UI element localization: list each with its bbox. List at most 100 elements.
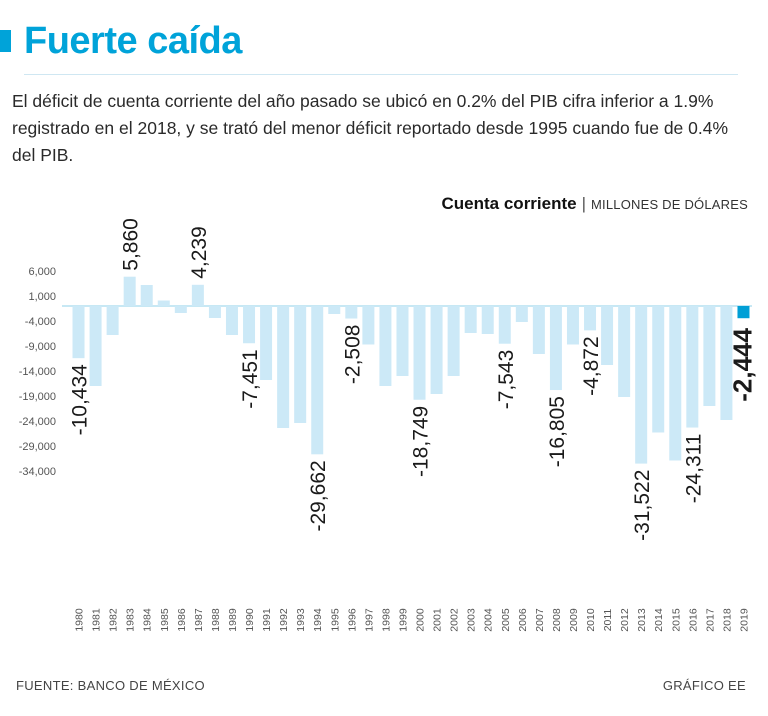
page-subtitle: El déficit de cuenta corriente del año p… xyxy=(12,91,729,165)
x-tick-label: 1984 xyxy=(142,608,154,632)
x-tick-label: 1981 xyxy=(91,608,103,632)
x-tick-label: 1996 xyxy=(346,608,358,632)
x-tick-label: 2012 xyxy=(619,608,631,632)
x-tick-label: 2014 xyxy=(653,608,665,632)
x-tick-label: 1997 xyxy=(363,608,375,632)
data-label-1996: -2,508 xyxy=(341,325,364,385)
x-tick-label: 2002 xyxy=(449,608,461,632)
bar-1995 xyxy=(328,306,341,314)
data-label-1990: -7,451 xyxy=(239,349,262,409)
bar-1994 xyxy=(311,306,324,455)
x-tick-label: 2001 xyxy=(432,608,444,632)
bar-1997 xyxy=(362,306,375,345)
bar-2001 xyxy=(430,306,443,394)
data-label-1980: -10,434 xyxy=(69,364,92,436)
bar-2012 xyxy=(618,306,631,397)
bar-2003 xyxy=(464,306,477,333)
x-tick-label: 2010 xyxy=(585,608,597,632)
x-tick-label: 2018 xyxy=(721,608,733,632)
bar-1989 xyxy=(225,306,238,335)
x-tick-label: 2000 xyxy=(415,608,427,632)
bar-2018 xyxy=(720,306,733,420)
y-tick-label: 1,000 xyxy=(28,291,56,303)
x-tick-label: 2003 xyxy=(466,608,478,632)
data-label-2005: -7,543 xyxy=(495,350,518,410)
bar-1990 xyxy=(243,306,256,344)
x-tick-label: 2016 xyxy=(687,608,699,632)
x-tick-label: 2005 xyxy=(500,608,512,632)
x-tick-label: 1999 xyxy=(397,608,409,632)
data-label-2013: -31,522 xyxy=(631,470,654,541)
page-title: Fuerte caída xyxy=(24,20,242,62)
x-tick-label: 1982 xyxy=(108,608,120,632)
bar-1992 xyxy=(277,306,290,428)
data-label-2016: -24,311 xyxy=(682,434,705,504)
x-tick-label: 1998 xyxy=(380,608,392,632)
x-tick-label: 2013 xyxy=(636,608,648,632)
bar-2010 xyxy=(584,306,597,331)
y-tick-label: -24,000 xyxy=(19,416,56,428)
x-tick-label: 2008 xyxy=(551,608,563,632)
bar-1987 xyxy=(191,284,204,306)
data-label-1994: -29,662 xyxy=(307,460,330,531)
bar-1980 xyxy=(72,306,85,359)
bar-2005 xyxy=(498,306,511,344)
y-tick-label: -34,000 xyxy=(19,466,56,478)
x-tick-label: 1990 xyxy=(244,608,256,632)
bar-2015 xyxy=(669,306,682,461)
chart-title: Cuenta corriente | MILLONES DE DÓLARES xyxy=(442,194,748,214)
x-tick-label: 2011 xyxy=(602,609,614,632)
bar-2011 xyxy=(601,306,614,365)
bar-1985 xyxy=(157,300,170,306)
source-note: FUENTE: BANCO DE MÉXICO xyxy=(16,678,205,693)
x-tick-label: 1980 xyxy=(74,608,86,632)
y-tick-label: -29,000 xyxy=(19,441,56,453)
x-tick-label: 1991 xyxy=(261,608,273,632)
data-label-2019: -2,444 xyxy=(727,327,757,401)
bar-2004 xyxy=(481,306,494,334)
bar-2006 xyxy=(515,306,528,322)
bar-1998 xyxy=(379,306,392,386)
x-tick-label: 2019 xyxy=(738,608,750,632)
bar-2009 xyxy=(566,306,579,345)
bar-2013 xyxy=(635,306,648,464)
x-tick-label: 2017 xyxy=(704,608,716,632)
bar-1982 xyxy=(106,306,119,335)
data-label-2008: -16,805 xyxy=(546,396,569,467)
y-tick-label: -9,000 xyxy=(25,341,56,353)
x-tick-label: 1995 xyxy=(329,608,341,632)
x-tick-label: 2004 xyxy=(483,608,495,632)
bar-2008 xyxy=(549,306,562,391)
x-tick-label: 1986 xyxy=(176,608,188,632)
x-tick-label: 1988 xyxy=(210,608,222,632)
data-label-1987: 4,239 xyxy=(188,226,211,279)
x-tick-label: 2009 xyxy=(568,608,580,632)
bar-2000 xyxy=(413,306,426,400)
bar-1996 xyxy=(345,306,358,319)
x-tick-label: 1993 xyxy=(295,608,307,632)
bar-1981 xyxy=(89,306,102,386)
y-tick-label: -19,000 xyxy=(19,391,56,403)
bar-2019 xyxy=(737,306,750,319)
y-tick-label: 6,000 xyxy=(28,266,56,278)
bar-1984 xyxy=(140,285,153,306)
title-accent-bar xyxy=(0,30,11,52)
bar-2016 xyxy=(686,306,699,428)
data-label-1983: 5,860 xyxy=(120,218,143,271)
x-tick-label: 2007 xyxy=(534,608,546,632)
title-divider xyxy=(24,74,738,75)
chart-title-text: Cuenta corriente xyxy=(441,194,577,213)
x-tick-label: 1983 xyxy=(125,608,137,632)
bar-2017 xyxy=(703,306,716,406)
x-tick-label: 2006 xyxy=(517,608,529,632)
data-label-2000: -18,749 xyxy=(410,406,433,477)
bar-1988 xyxy=(208,306,221,318)
x-tick-label: 1994 xyxy=(312,608,324,632)
x-tick-label: 2015 xyxy=(670,608,682,632)
bar-1993 xyxy=(294,306,307,423)
y-tick-label: -4,000 xyxy=(25,316,56,328)
chart-units: MILLONES DE DÓLARES xyxy=(591,197,748,212)
bar-1991 xyxy=(260,306,273,380)
x-tick-label: 1992 xyxy=(278,608,290,632)
